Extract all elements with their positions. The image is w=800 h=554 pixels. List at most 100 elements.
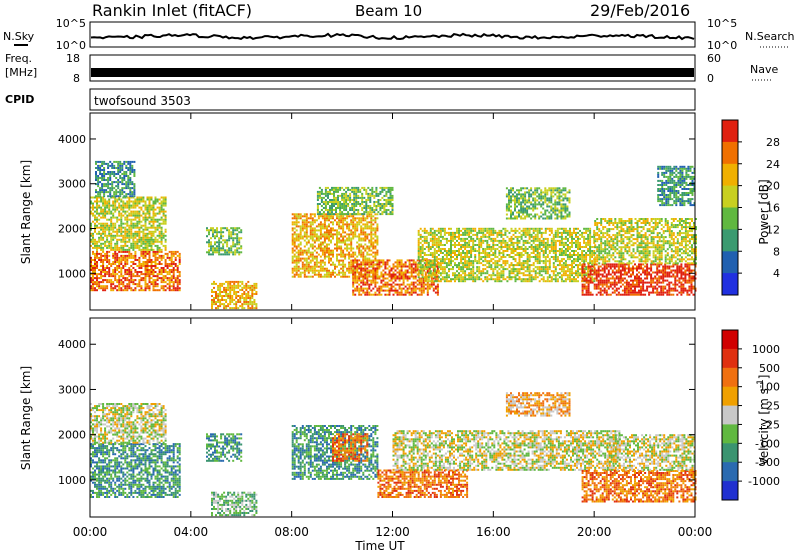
power-echo-cell <box>100 210 103 213</box>
power-echo-cell <box>360 275 363 278</box>
power-echo-cell <box>94 240 96 243</box>
power-echo-cell <box>386 283 389 286</box>
power-echo-cell <box>389 203 392 205</box>
power-echo-cell <box>460 266 463 269</box>
power-echo-cell <box>293 231 296 234</box>
power-echo-cell <box>372 241 375 244</box>
power-echo-cell <box>380 287 383 290</box>
power-echo-cell <box>337 201 339 203</box>
power-echo-cell <box>138 248 141 251</box>
power-echo-cell <box>100 244 103 247</box>
power-echo-cell <box>498 231 501 234</box>
power-echo-cell <box>431 231 434 234</box>
power-echo-cell <box>92 271 94 273</box>
power-echo-cell <box>297 225 300 228</box>
power-echo-cell <box>370 243 373 246</box>
power-echo-cell <box>299 275 302 278</box>
power-echo-cell <box>236 243 239 246</box>
power-echo-cell <box>488 229 491 232</box>
power-echo-cell <box>530 274 533 277</box>
power-echo-cell <box>92 259 94 261</box>
power-echo-cell <box>376 251 379 254</box>
power-echo-cell <box>512 229 515 232</box>
power-echo-cell <box>108 267 111 269</box>
power-echo-cell <box>354 217 357 220</box>
power-echo-cell <box>330 241 332 244</box>
power-echo-cell <box>361 186 364 189</box>
power-echo-cell <box>376 281 379 284</box>
power-echo-cell <box>450 252 452 254</box>
power-echo-cell <box>443 276 446 279</box>
power-echo-cell <box>114 200 117 203</box>
power-echo-cell <box>213 280 215 283</box>
power-echo-cell <box>492 248 495 250</box>
power-echo-cell <box>156 289 159 292</box>
power-echo-cell <box>331 203 333 205</box>
power-echo-cell <box>99 187 102 190</box>
power-echo-cell <box>404 275 407 278</box>
power-echo-cell <box>326 215 328 218</box>
power-echo-cell <box>336 273 338 276</box>
power-echo-cell <box>110 196 113 199</box>
power-echo-cell <box>528 256 531 258</box>
power-echo-cell <box>104 242 107 245</box>
power-echo-cell <box>112 206 115 209</box>
power-echo-cell <box>223 282 226 285</box>
power-echo-cell <box>484 235 487 238</box>
power-echo-cell <box>412 275 415 278</box>
power-echo-cell <box>528 270 531 273</box>
power-echo-cell <box>433 272 436 275</box>
power-echo-cell <box>502 254 505 256</box>
power-echo-cell <box>158 210 161 213</box>
power-echo-cell <box>111 195 114 198</box>
power-echo-cell <box>235 284 238 287</box>
power-echo-cell <box>532 276 535 279</box>
power-echo-cell <box>417 237 420 240</box>
power-echo-cell <box>136 196 139 199</box>
power-echo-cell <box>129 191 132 194</box>
power-echo-cell <box>352 237 355 240</box>
power-echo-cell <box>317 245 320 248</box>
power-echo-cell <box>138 263 141 265</box>
power-echo-cell <box>106 204 109 207</box>
power-echo-cell <box>362 267 365 270</box>
power-echo-cell <box>206 235 208 238</box>
power-echo-cell <box>178 263 181 265</box>
power-echo-cell <box>219 289 222 291</box>
power-echo-cell <box>101 191 104 194</box>
power-echo-cell <box>338 239 341 242</box>
power-echo-cell <box>364 247 367 250</box>
power-echo-cell <box>524 233 527 236</box>
power-echo-cell <box>454 252 456 254</box>
power-echo-cell <box>478 254 481 256</box>
power-echo-cell <box>408 261 411 264</box>
power-echo-cell <box>368 221 371 224</box>
power-echo-cell <box>168 283 171 286</box>
power-echo-cell <box>245 299 248 301</box>
power-echo-cell <box>100 277 103 280</box>
power-echo-cell <box>316 207 319 209</box>
power-echo-cell <box>320 213 323 216</box>
power-echo-cell <box>486 266 489 269</box>
power-echo-cell <box>234 243 237 246</box>
power-echo-cell <box>358 289 361 292</box>
power-echo-cell <box>122 226 125 229</box>
power-echo-cell <box>360 279 363 282</box>
power-echo-cell <box>398 261 401 264</box>
power-echo-cell <box>352 227 355 230</box>
power-echo-cell <box>486 241 489 244</box>
power-echo-cell <box>322 192 325 195</box>
power-echo-cell <box>366 293 369 296</box>
power-echo-cell <box>323 219 326 222</box>
power-echo-cell <box>474 258 477 261</box>
power-echo-cell <box>450 264 452 267</box>
power-echo-cell <box>490 237 493 240</box>
power-echo-cell <box>388 287 391 290</box>
power-echo-cell <box>160 285 163 288</box>
power-echo-cell <box>150 248 153 251</box>
power-echo-cell <box>122 234 125 237</box>
power-echo-cell <box>520 235 523 238</box>
power-echo-cell <box>355 209 358 211</box>
power-echo-cell <box>293 215 296 218</box>
power-echo-cell <box>99 173 102 175</box>
